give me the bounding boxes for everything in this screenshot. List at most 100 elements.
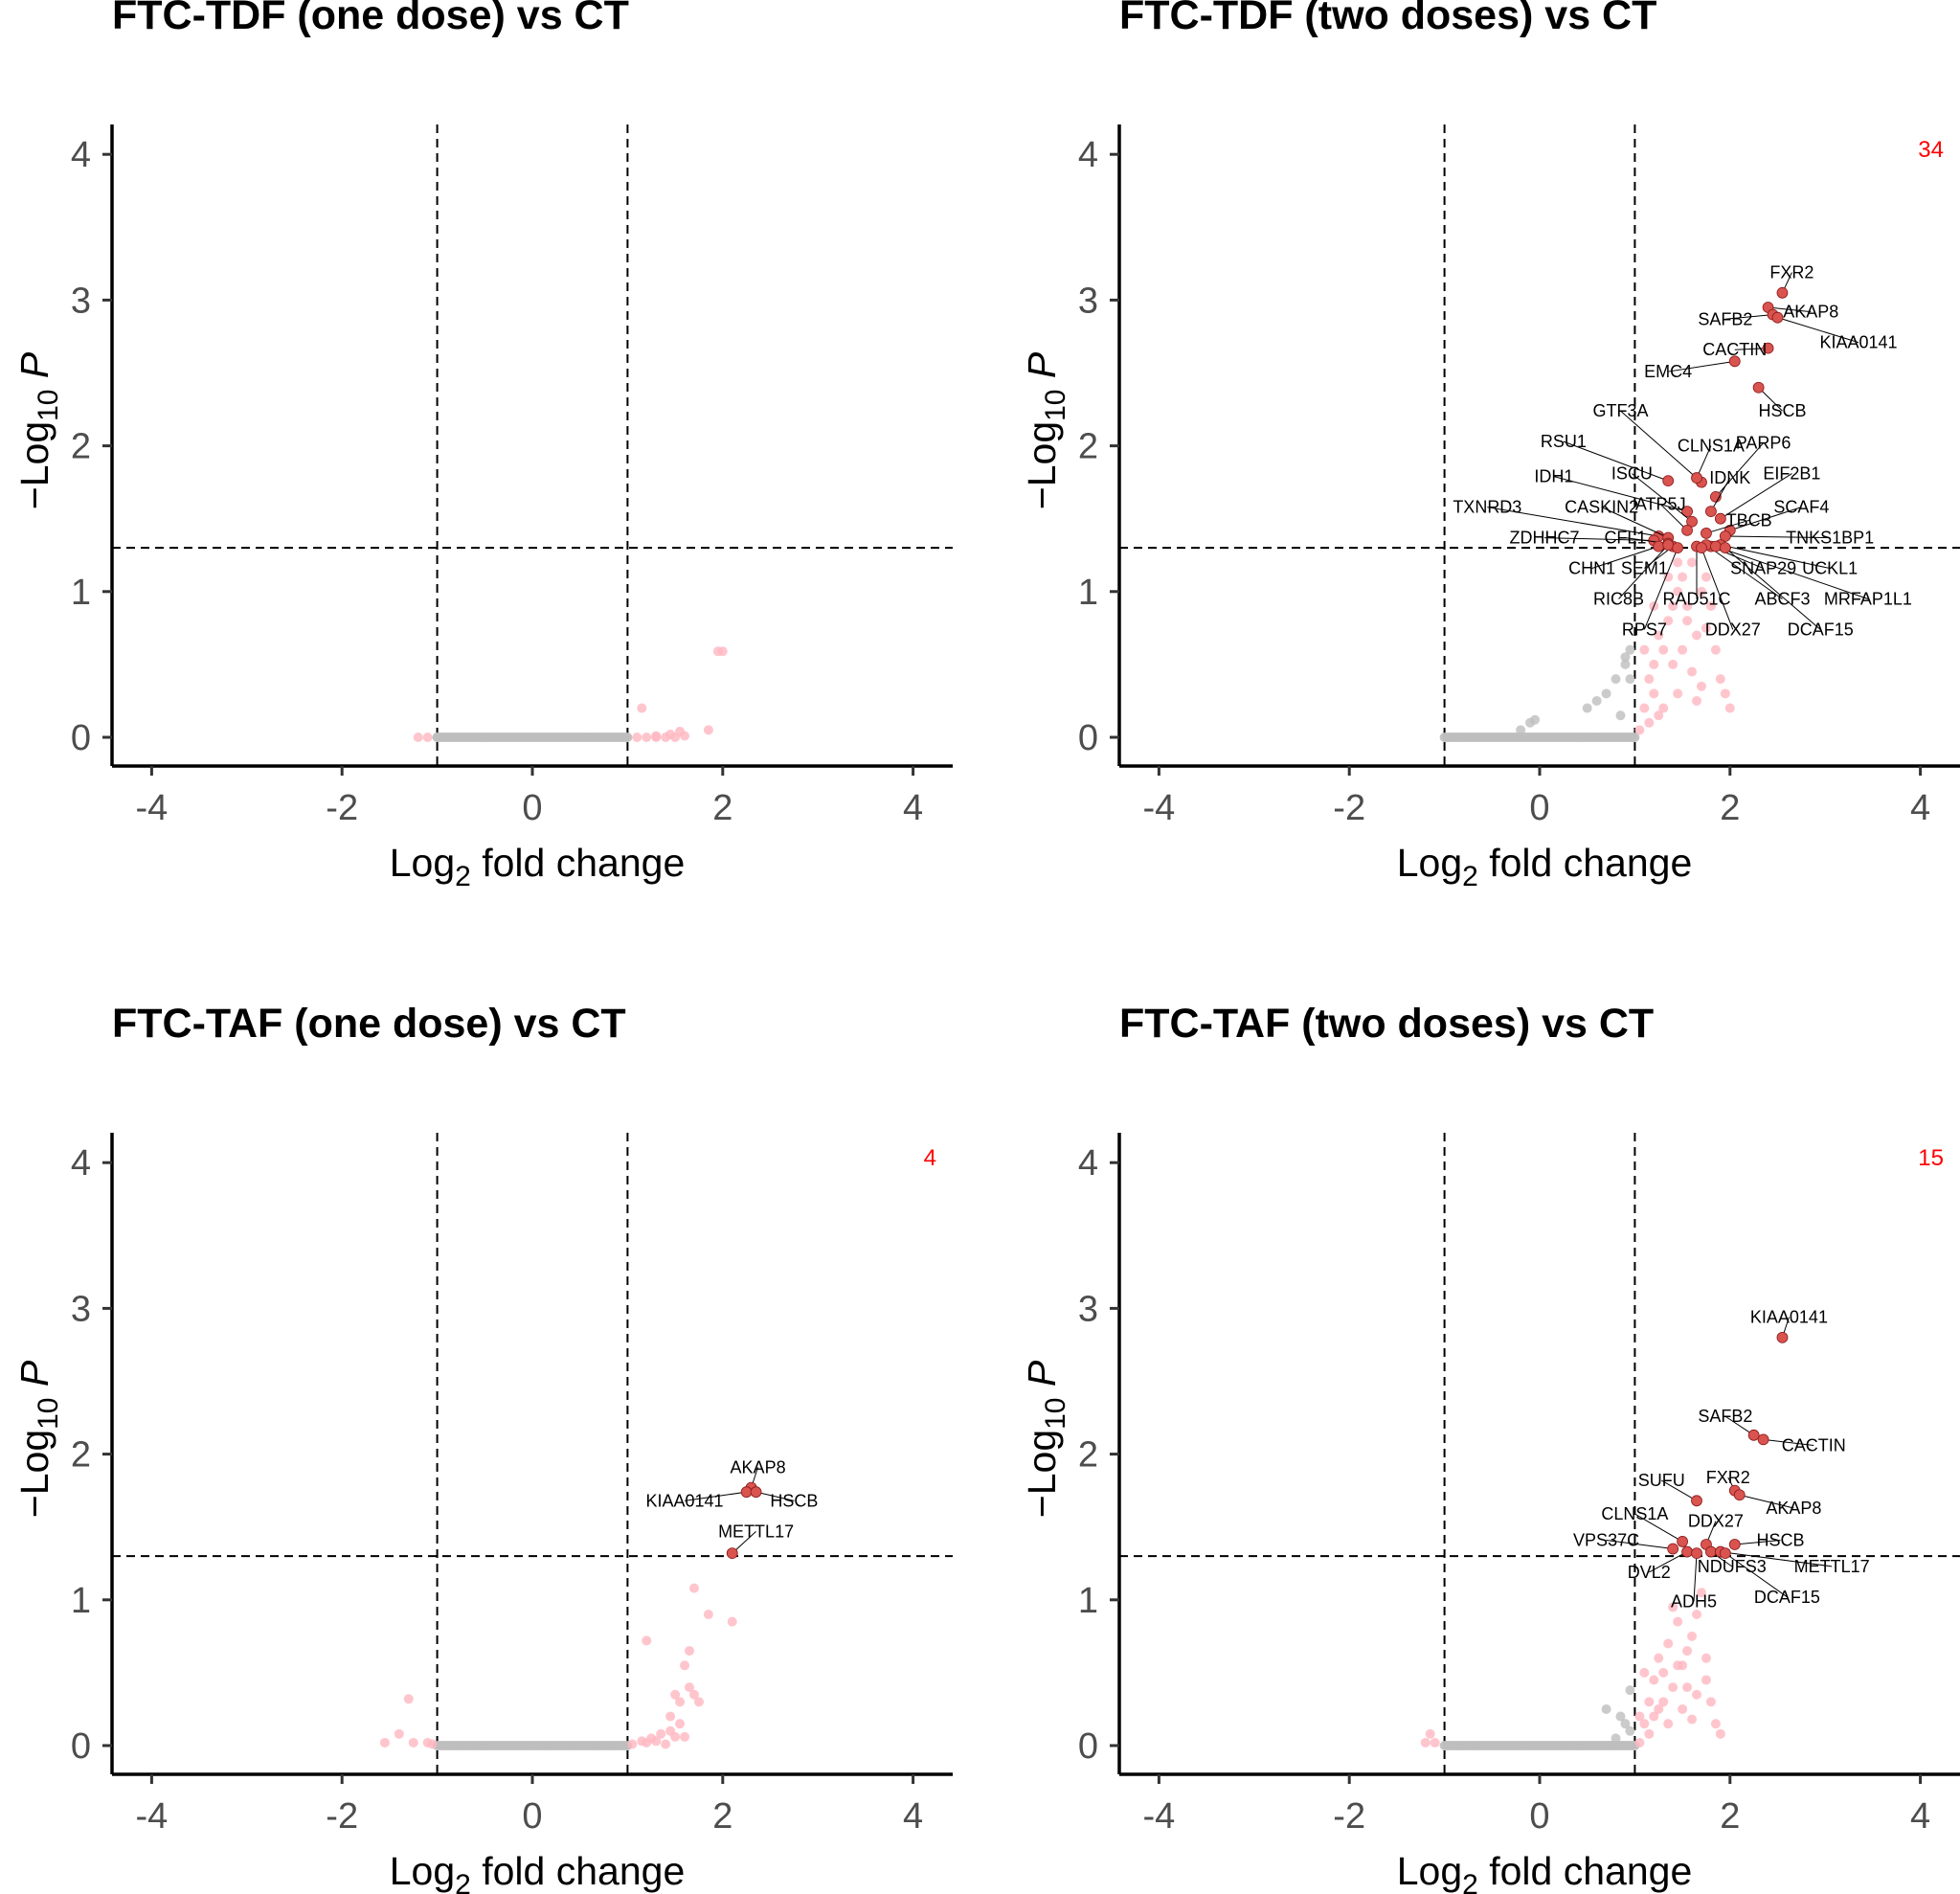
connector-line [1696,445,1712,479]
data-point [1601,688,1611,699]
connector-line [1705,544,1783,599]
data-point [1668,1682,1678,1693]
data-point [1620,652,1631,663]
data-point [642,733,652,742]
significant-point [726,1547,738,1559]
gene-label: SCAF4 [1773,498,1829,517]
data-point [1673,1616,1683,1627]
gene-label: HSCB [770,1491,818,1510]
data-point [1673,557,1683,568]
y-tick-label: 1 [1078,573,1098,613]
y-tick-label: 4 [1078,135,1098,175]
data-point [642,1737,652,1747]
data-point [1701,1675,1711,1685]
data-point [1430,1737,1440,1747]
data-point [1701,622,1711,633]
ns-point-band [1439,1741,1640,1750]
data-point [1701,1653,1711,1663]
gene-label: CASKIN2 [1565,498,1638,517]
data-point [680,1731,690,1742]
x-tick-label: 0 [522,788,542,828]
data-point [1634,1711,1645,1722]
data-point [1668,601,1678,612]
connector-line [1715,546,1869,599]
data-point [1420,1737,1431,1747]
gene-label: SEM1 [1621,559,1668,578]
data-point [1644,674,1655,685]
data-point [675,1719,686,1729]
connector-line [1660,1479,1698,1501]
significant-point [1747,1429,1760,1441]
connector-line [1724,1415,1754,1436]
x-tick-label: 4 [1910,788,1930,828]
data-point [1644,717,1655,728]
connector-line [1659,504,1688,531]
significant-point [750,1486,762,1499]
gene-label: KIAA0141 [1819,333,1897,352]
significant-point [1691,472,1702,484]
data-point [1692,630,1702,641]
x-tick-label: -4 [1143,1796,1176,1837]
data-point [1701,572,1711,582]
ns-point-band [432,1741,633,1750]
ns-point [622,733,633,742]
gene-label: ABCF3 [1754,589,1810,608]
data-point [1658,644,1669,655]
connector-line [1632,473,1693,523]
data-point [675,1697,686,1707]
panel-title: FTC-TDF (one dose) vs CT [112,0,629,38]
significant-point [1752,381,1765,394]
significant-point [1719,1547,1731,1559]
significant-point [1691,1495,1702,1507]
y-axis-label: −Log10 P [1020,351,1071,509]
gene-label: ZDHHC7 [1509,529,1579,548]
panel-title: FTC-TAF (two doses) vs CT [1119,1001,1654,1047]
data-point [1696,586,1706,597]
gene-label: EIF2B1 [1763,464,1820,484]
significant-point [1662,475,1675,487]
data-point [693,1697,704,1707]
y-tick-label: 0 [1078,718,1098,758]
data-point [1611,1733,1621,1744]
y-tick-label: 2 [71,427,91,467]
gene-label: CHN1 [1568,559,1615,578]
x-tick-label: 0 [1529,1796,1549,1837]
connector-line [1720,544,1831,570]
data-point [1682,1682,1693,1693]
x-tick-label: -4 [136,1796,169,1837]
connector-line [1724,314,1773,320]
x-tick-label: 4 [903,788,923,828]
gene-label: GTF3A [1592,401,1648,420]
x-tick-label: 0 [1529,788,1549,828]
data-point [1673,586,1683,597]
data-point [427,1739,438,1749]
connector-line [1563,440,1669,482]
gene-label: VPS37C [1573,1530,1639,1549]
significant-point [1776,286,1789,299]
connector-line [755,1491,795,1501]
data-point [1654,1703,1664,1714]
significant-point [1681,506,1693,517]
x-tick-label: 4 [903,1796,923,1837]
data-point [1715,1728,1725,1739]
data-point [1668,1602,1678,1612]
significant-point [1696,542,1707,554]
gene-label: CLNS1A [1678,437,1745,456]
significant-point [1733,1489,1746,1501]
x-tick-label: -2 [1333,788,1365,828]
gene-label: SUFU [1638,1471,1685,1490]
data-point [1625,1725,1635,1736]
data-point [1678,1703,1688,1714]
connector-line [684,1491,747,1501]
gene-label: METTL17 [1794,1557,1870,1576]
data-point [1634,1737,1645,1747]
gene-label: IDNK [1709,468,1750,487]
connector-line [1739,1494,1794,1509]
gene-label: RSU1 [1541,432,1587,451]
x-axis-label: Log2 fold change [390,1849,686,1894]
data-point [1658,1667,1669,1678]
data-point [432,733,442,742]
gene-label: DVL2 [1628,1563,1671,1582]
data-point [1620,1719,1631,1729]
significant-count: 34 [1918,137,1944,163]
